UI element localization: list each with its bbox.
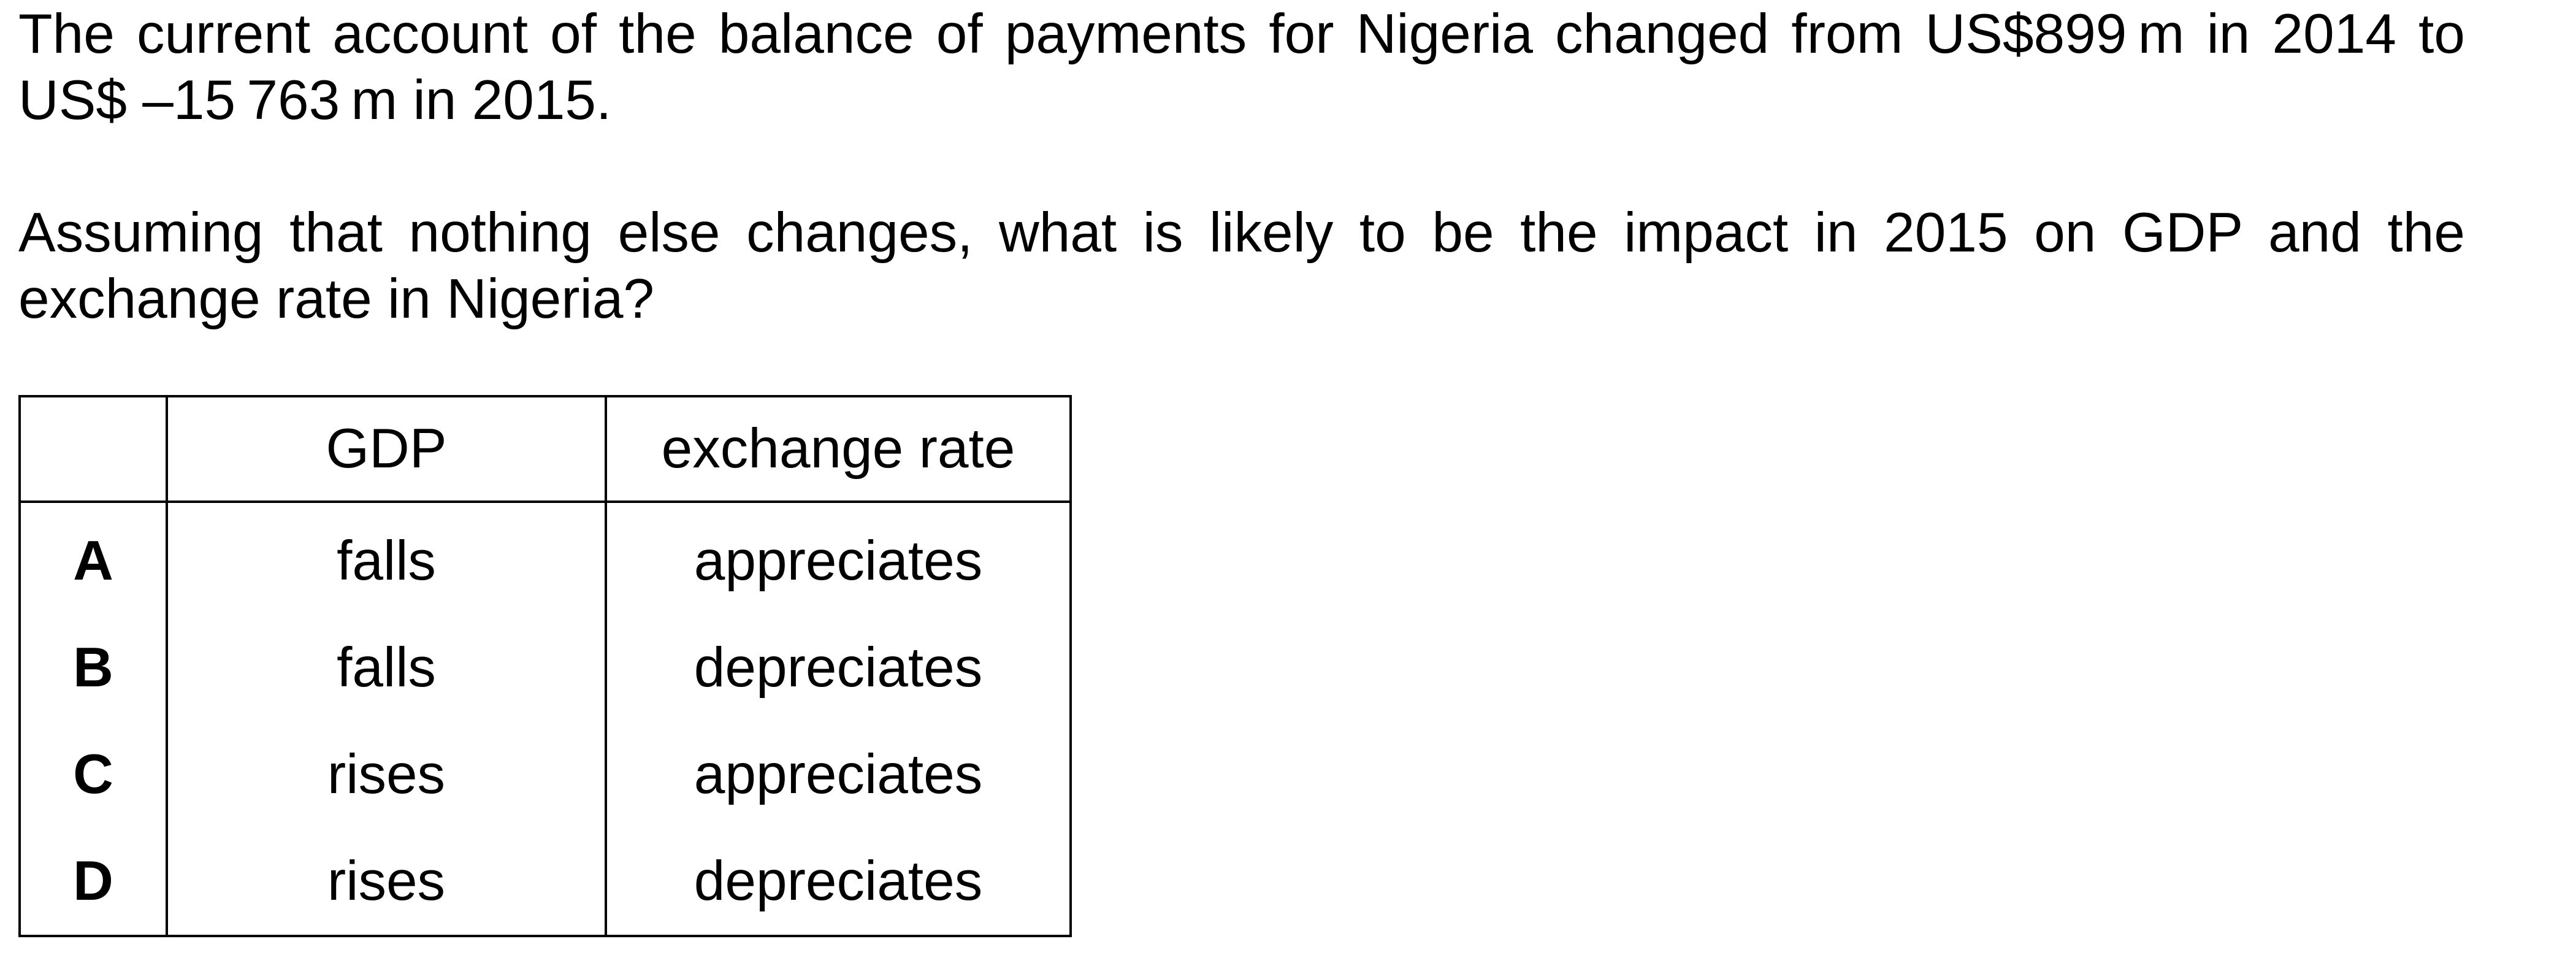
option-exchange-rate: depreciates	[605, 615, 1071, 721]
option-exchange-rate: appreciates	[605, 721, 1071, 828]
option-gdp: falls	[166, 508, 606, 615]
table-spacer-row	[20, 502, 1071, 508]
option-row-b: B falls depreciates	[20, 615, 1071, 721]
header-exchange-rate: exchange rate	[605, 396, 1071, 503]
option-letter: B	[73, 637, 113, 699]
option-row-c: C rises appreciates	[20, 721, 1071, 828]
question-prompt-text: Assuming that nothing else changes, what…	[18, 202, 2465, 330]
option-exchange-rate: depreciates	[605, 828, 1071, 936]
option-row-a: A falls appreciates	[20, 508, 1071, 615]
answer-options-table: GDP exchange rate A falls appreciates B …	[18, 395, 1072, 937]
table-header-row: GDP exchange rate	[20, 396, 1071, 503]
option-exchange-rate: appreciates	[605, 508, 1071, 615]
question-stem-text: The current account of the balance of pa…	[18, 3, 2465, 131]
option-letter: C	[73, 743, 113, 805]
option-gdp: rises	[166, 721, 606, 828]
header-letter-cell	[20, 396, 167, 503]
option-letter: D	[73, 850, 113, 912]
option-row-d: D rises depreciates	[20, 828, 1071, 936]
option-letter: A	[73, 530, 113, 592]
option-gdp: rises	[166, 828, 606, 936]
header-gdp: GDP	[166, 396, 606, 503]
option-gdp: falls	[166, 615, 606, 721]
